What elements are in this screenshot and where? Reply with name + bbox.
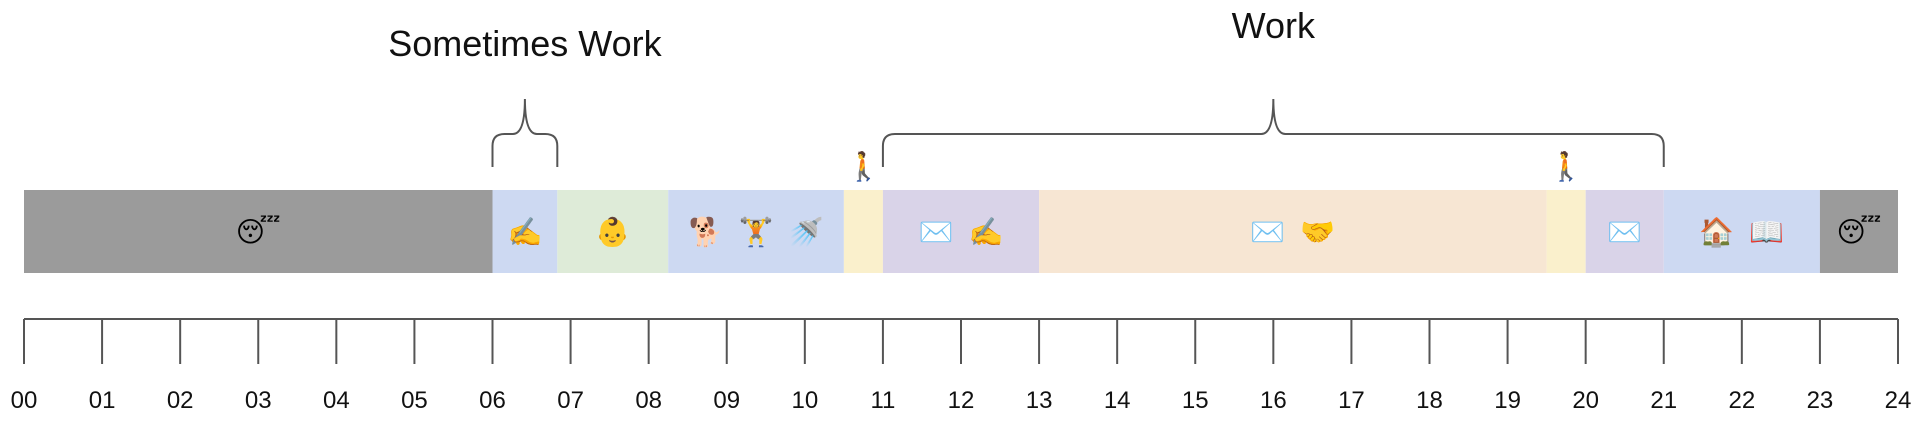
- schedule-block-6: [1039, 190, 1547, 273]
- hour-label: 22: [1728, 387, 1755, 414]
- hour-label: 20: [1572, 387, 1599, 414]
- schedule-block-4: [843, 190, 883, 273]
- dog-icon: 🐕: [689, 216, 724, 249]
- envelope-icon: ✉️: [1607, 216, 1642, 249]
- hour-label: 24: [1885, 387, 1912, 414]
- commute-walkers: 🚶 🚶: [846, 150, 1584, 183]
- hour-label: 21: [1650, 387, 1677, 414]
- hour-label: 01: [89, 387, 116, 414]
- schedule-blocks: [24, 190, 1898, 273]
- hour-label: 23: [1807, 387, 1834, 414]
- hour-label: 05: [401, 387, 428, 414]
- bracket-0: [491, 98, 559, 167]
- envelope-icon: ✉️: [919, 216, 954, 249]
- schedule-block-0: [24, 190, 493, 273]
- person-walking-icon: 🚶: [846, 150, 881, 183]
- hour-label: 02: [167, 387, 194, 414]
- hour-label: 13: [1026, 387, 1053, 414]
- hour-label: 18: [1416, 387, 1443, 414]
- weightlifter-icon: 🏋️: [739, 216, 774, 249]
- shower-icon: 🚿: [789, 216, 824, 249]
- hour-label: 11: [870, 387, 895, 414]
- hour-label: 03: [245, 387, 272, 414]
- hour-label: 04: [323, 387, 350, 414]
- hour-label: 16: [1260, 387, 1287, 414]
- hour-label: 14: [1104, 387, 1131, 414]
- handshake-icon: 🤝: [1300, 216, 1335, 249]
- hour-label: 10: [791, 387, 818, 414]
- hour-label: 09: [713, 387, 740, 414]
- schedule-block-3: [668, 190, 844, 273]
- bracket-1: [881, 98, 1665, 167]
- baby-icon: 👶: [595, 216, 630, 249]
- schedule-block-7: [1546, 190, 1586, 273]
- person-walking-icon: 🚶: [1549, 150, 1584, 183]
- hour-label: 12: [948, 387, 975, 414]
- envelope-icon: ✉️: [1250, 216, 1285, 249]
- schedule-block-9: [1663, 190, 1820, 273]
- house-icon: 🏠: [1699, 216, 1734, 249]
- sleeping-face-icon: 😴: [1836, 216, 1881, 249]
- open-book-icon: 📖: [1749, 216, 1784, 249]
- hour-label: 00: [11, 387, 38, 414]
- bracket-label: Sometimes Work: [388, 23, 662, 64]
- schedule-block-5: [882, 190, 1040, 273]
- hour-label: 08: [635, 387, 662, 414]
- bracket-label: Work: [1232, 5, 1316, 46]
- writing-hand-icon: ✍️: [969, 216, 1004, 249]
- hour-label: 06: [479, 387, 506, 414]
- schedule-block-1: [492, 190, 558, 273]
- hour-label: 19: [1494, 387, 1521, 414]
- sleeping-face-icon: 😴: [236, 216, 281, 249]
- writing-hand-icon: ✍️: [507, 216, 542, 249]
- schedule-block-8: [1585, 190, 1664, 273]
- hour-label: 15: [1182, 387, 1209, 414]
- schedule-block-2: [557, 190, 669, 273]
- hour-label: 07: [557, 387, 584, 414]
- schedule-block-10: [1819, 190, 1898, 273]
- hour-axis: 00 01 02 03 04 05 06 07 08 09 10 11 12 13 14 15 16 17 18 19…: [11, 318, 1912, 414]
- activity-icons: 😴 ✍️ 👶 🐕 🏋️ 🚿 ✉️ ✍️ ✉️ 🤝 ✉️ 🏠 📖 😴: [236, 216, 1882, 249]
- hour-label: 17: [1338, 387, 1365, 414]
- work-brackets: Sometimes Work Work: [388, 5, 1665, 167]
